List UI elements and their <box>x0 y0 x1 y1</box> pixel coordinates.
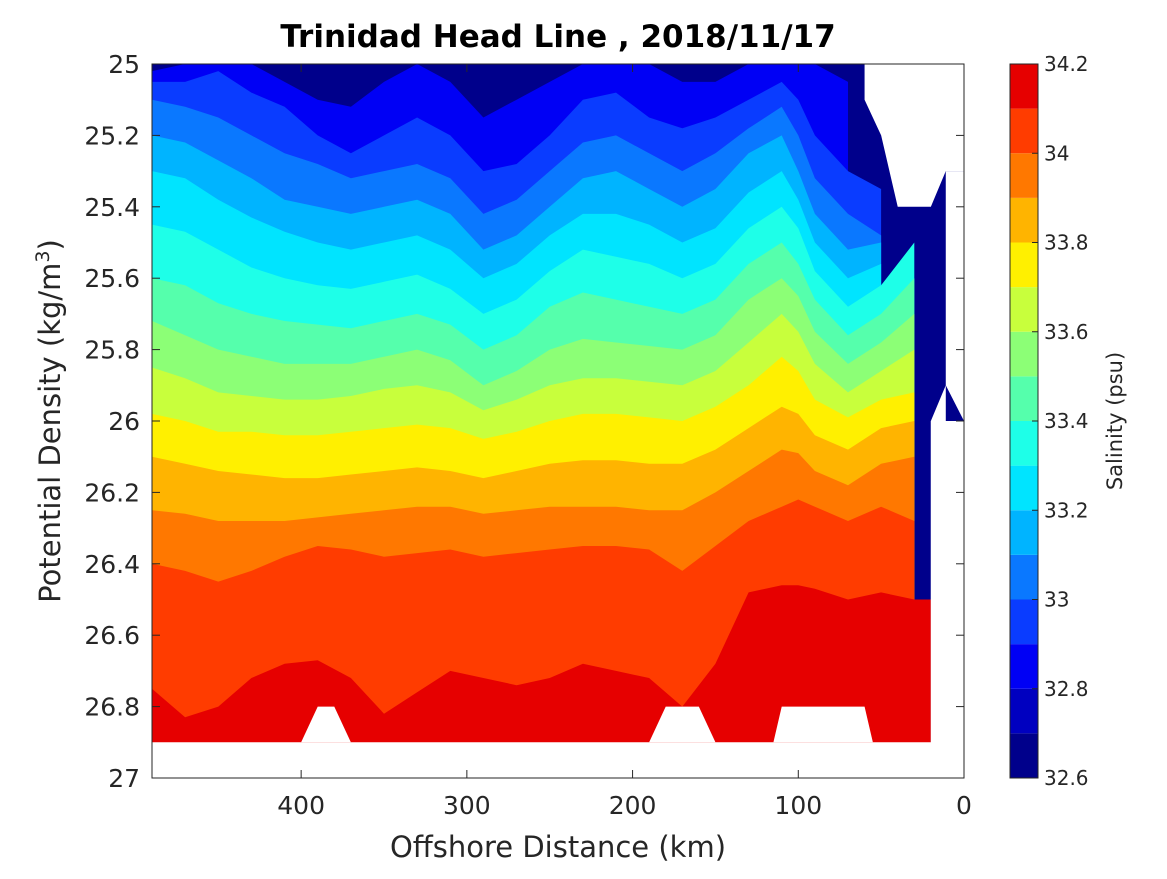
colorbar-swatch <box>1010 510 1038 555</box>
x-axis-label: Offshore Distance (km) <box>390 830 726 864</box>
no-data-shelf-edge <box>945 171 964 421</box>
y-axis-label: Potential Density (kg/m3) <box>32 239 67 603</box>
colorbar-tick-label: 33.8 <box>1044 231 1089 255</box>
y-tick-label: 26.6 <box>84 621 140 650</box>
x-tick-label: 100 <box>774 791 822 820</box>
y-axis-label-close: ) <box>33 239 67 250</box>
colorbar-tick-label: 32.6 <box>1044 766 1089 790</box>
y-tick-label: 25 <box>108 50 140 79</box>
no-data-shelf-lower <box>930 421 964 778</box>
no-data-notch-170km <box>649 706 716 743</box>
x-tick-label: 200 <box>609 791 657 820</box>
no-data-notch-385km <box>301 706 351 743</box>
colorbar-swatch <box>1010 376 1038 421</box>
colorbar-swatch <box>1010 197 1038 243</box>
colorbar-swatch <box>1010 688 1038 734</box>
y-tick-label: 25.2 <box>84 121 140 150</box>
colorbar-tick-label: 34.2 <box>1044 52 1089 76</box>
y-axis: 25 25.2 25.4 25.6 25.8 26 26.2 26.4 26.6 26.8 27 <box>84 50 964 793</box>
colorbar-swatch <box>1010 465 1038 511</box>
y-tick-label: 26 <box>108 407 140 436</box>
colorbar-swatch <box>1010 242 1038 288</box>
max-salinity-patch-1 <box>723 706 769 743</box>
y-tick-label: 27 <box>108 764 140 793</box>
y-tick-label: 25.8 <box>84 336 140 365</box>
colorbar-tick-label: 33.4 <box>1044 409 1089 433</box>
x-tick-label: 400 <box>277 791 325 820</box>
colorbar-swatch <box>1010 108 1038 154</box>
chart-title: Trinidad Head Line , 2018/11/17 <box>280 19 835 55</box>
colorbar-swatch <box>1010 153 1038 198</box>
colorbar-swatch <box>1010 733 1038 778</box>
colorbar-swatch <box>1010 599 1038 645</box>
contour-fill-layer <box>152 64 964 779</box>
y-tick-label: 25.4 <box>84 193 140 222</box>
colorbar-swatch <box>1010 64 1038 109</box>
y-tick-label: 25.6 <box>84 264 140 293</box>
colorbar-label: Salinity (psu) <box>1103 352 1127 490</box>
colorbar-swatch <box>1010 331 1038 377</box>
no-data-mask-layer <box>152 64 964 778</box>
no-data-bottom <box>152 742 964 778</box>
y-tick-label: 26.8 <box>84 693 140 722</box>
no-data-notch-95km <box>773 706 873 743</box>
x-tick-label: 300 <box>443 791 491 820</box>
y-tick-label: 26.4 <box>84 550 140 579</box>
colorbar-tick-label: 32.8 <box>1044 677 1089 701</box>
colorbar-swatch <box>1010 554 1038 600</box>
colorbar-swatch <box>1010 421 1038 466</box>
x-axis: 400 300 200 100 0 <box>277 64 972 820</box>
max-salinity-patch-2 <box>884 713 911 743</box>
colorbar-tick-label: 33 <box>1044 588 1069 612</box>
colorbar-tick-label: 34 <box>1044 141 1069 165</box>
colorbar-swatch <box>1010 644 1038 689</box>
x-tick-label: 0 <box>956 791 972 820</box>
colorbar-tick-label: 33.6 <box>1044 320 1089 344</box>
no-data-shelf-top <box>864 64 964 207</box>
colorbar: 32.6 32.8 33 33.2 33.4 33.6 33.8 34 34.2 <box>1009 52 1089 790</box>
y-axis-label-base: Potential Density (kg/m <box>33 263 67 603</box>
colorbar-swatch <box>1010 287 1038 332</box>
y-tick-label: 26.2 <box>84 478 140 507</box>
colorbar-tick-label: 33.2 <box>1044 498 1089 522</box>
y-axis-label-superscript: 3 <box>32 250 54 262</box>
